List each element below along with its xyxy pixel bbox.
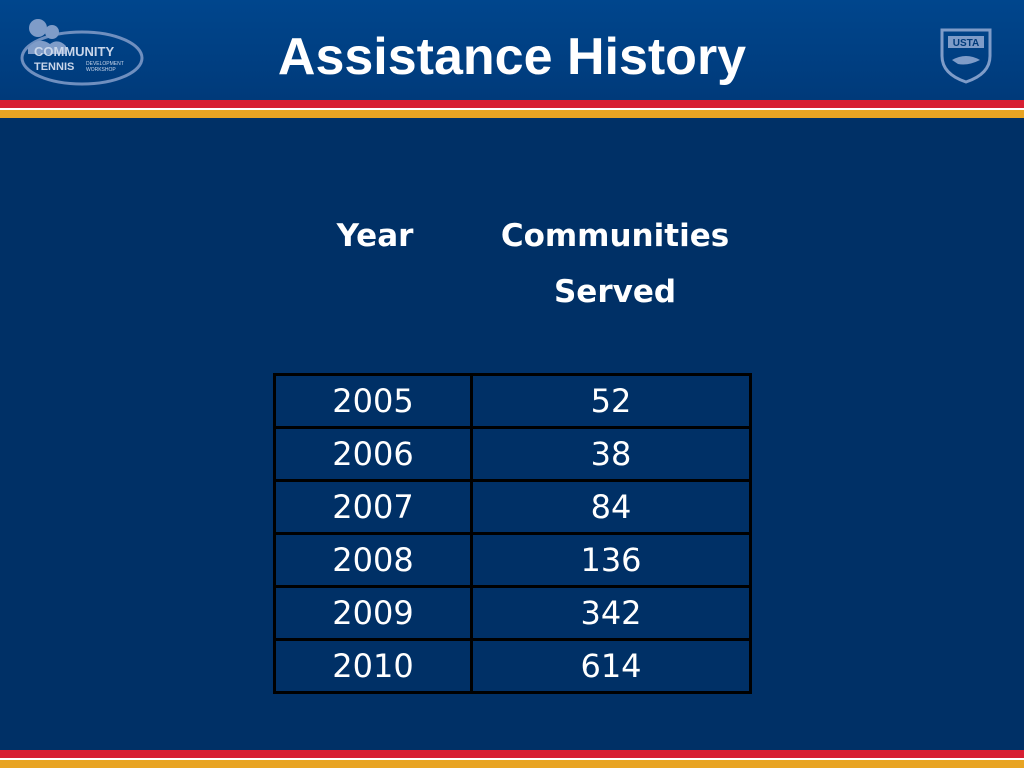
communities-cell: 342 <box>470 585 752 641</box>
logo-line-3a: DEVELOPMENT <box>86 61 124 67</box>
assistance-history-table: 2005 52 2006 38 2007 84 2008 136 2009 34… <box>273 373 752 694</box>
usta-logo-text: USTA <box>953 38 979 49</box>
communities-cell: 38 <box>470 426 752 482</box>
column-header-communities-line2: Served <box>553 274 677 310</box>
communities-cell: 136 <box>470 532 752 588</box>
year-cell: 2006 <box>273 426 473 482</box>
column-header-communities-line1: Communities <box>500 218 730 254</box>
header-bar <box>0 0 1024 100</box>
year-cell: 2010 <box>273 638 473 694</box>
header-stripe-red <box>0 100 1024 108</box>
table-row: 2007 84 <box>273 479 752 535</box>
communities-cell: 614 <box>470 638 752 694</box>
table-row: 2006 38 <box>273 426 752 482</box>
logo-line-1: COMMUNITY <box>34 44 114 59</box>
header-stripe-gold <box>0 110 1024 118</box>
community-tennis-logo: COMMUNITY TENNIS DEVELOPMENT WORKSHOP <box>20 19 144 86</box>
communities-cell: 52 <box>470 373 752 429</box>
column-header-communities: Communities Served <box>470 208 760 320</box>
footer-stripe-gold <box>0 760 1024 768</box>
column-header-year: Year <box>336 218 414 254</box>
year-cell: 2007 <box>273 479 473 535</box>
footer-stripe-red <box>0 750 1024 758</box>
year-cell: 2008 <box>273 532 473 588</box>
usta-logo: USTA <box>940 28 992 84</box>
table-row: 2008 136 <box>273 532 752 588</box>
communities-cell: 84 <box>470 479 752 535</box>
footer-stripe-divider <box>0 758 1024 760</box>
year-cell: 2005 <box>273 373 473 429</box>
table-row: 2010 614 <box>273 638 752 694</box>
header-stripe-divider <box>0 108 1024 110</box>
year-cell: 2009 <box>273 585 473 641</box>
logo-line-3b: WORKSHOP <box>86 67 116 73</box>
logo-line-2: TENNIS <box>34 61 74 73</box>
page-title: Assistance History <box>277 28 747 86</box>
table-row: 2005 52 <box>273 373 752 429</box>
table-row: 2009 342 <box>273 585 752 641</box>
